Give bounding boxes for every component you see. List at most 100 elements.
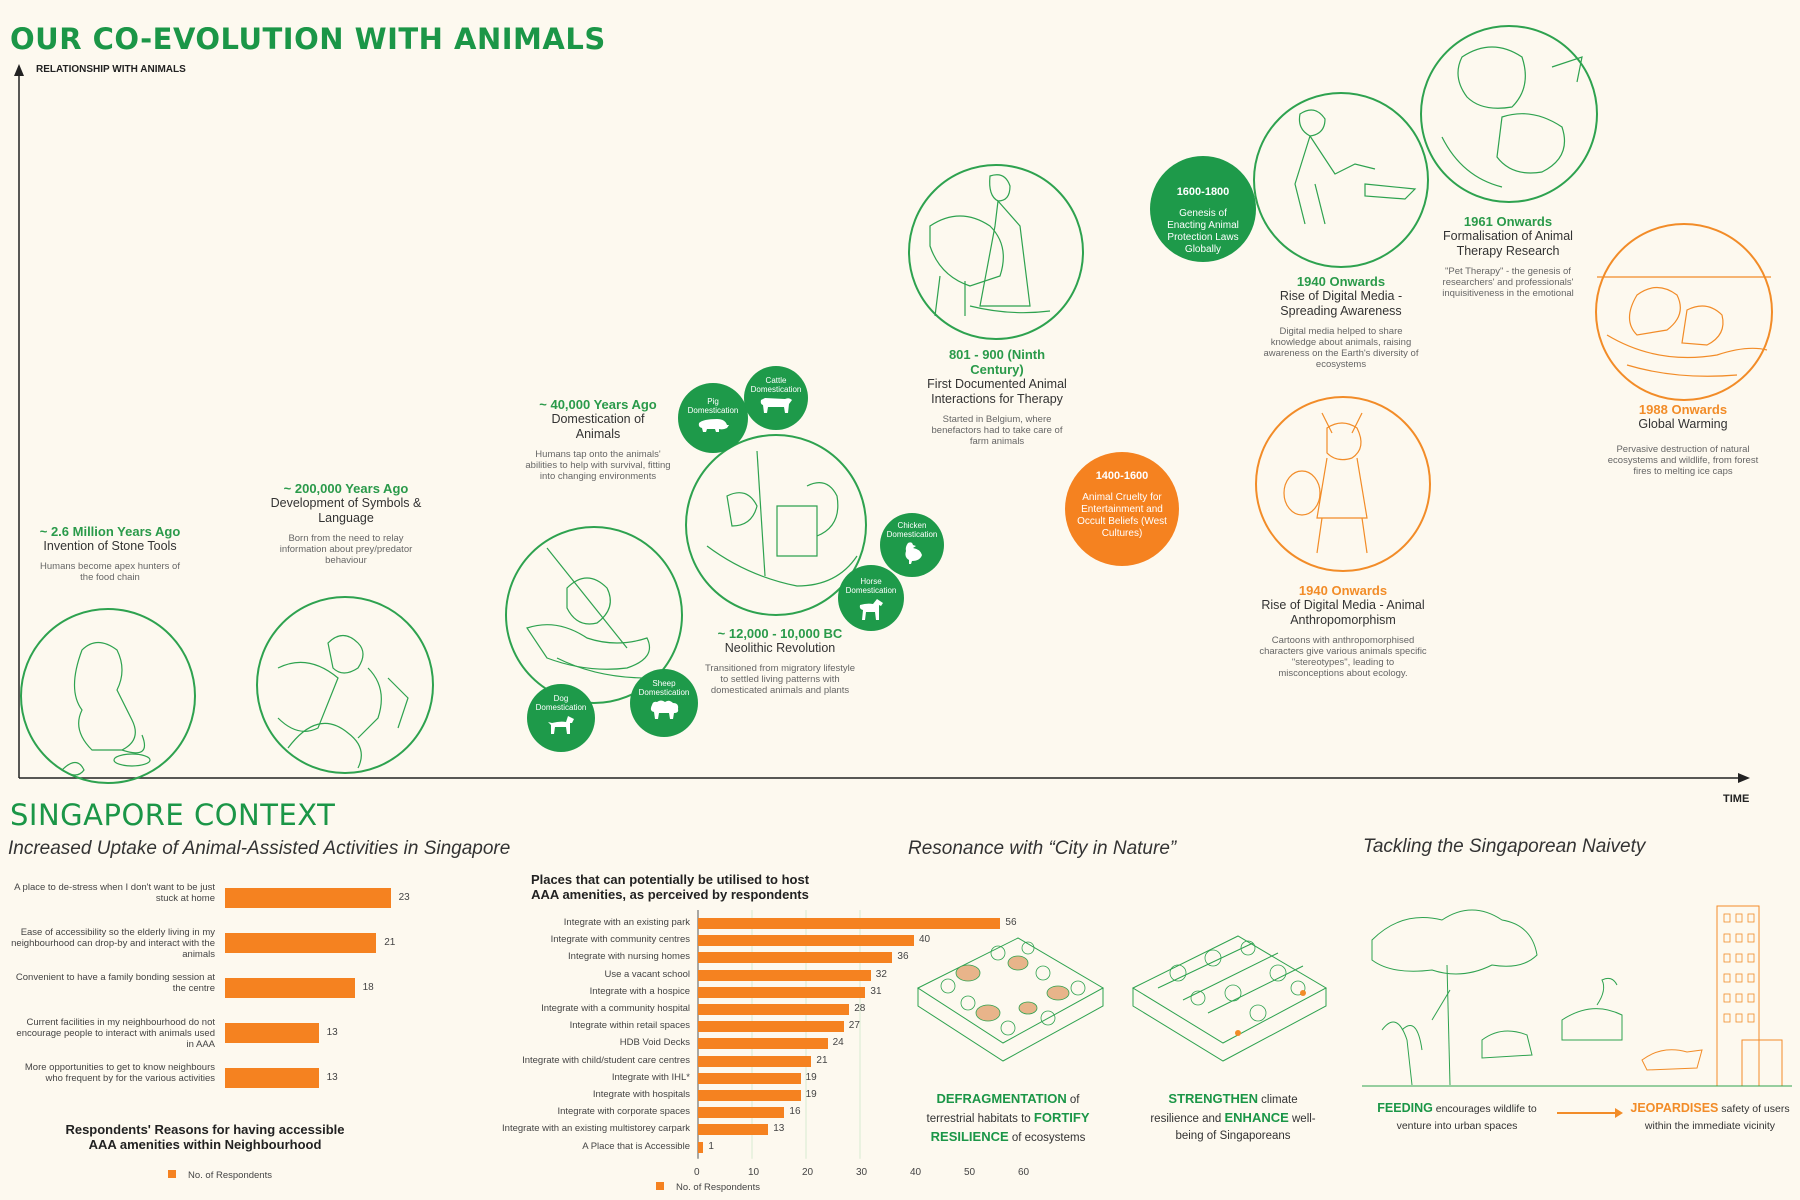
- badge-animal-cruelty-text: Animal Cruelty for Entertainment and Occ…: [1077, 492, 1167, 539]
- jeopardises-keyword: JEOPARDISES: [1630, 1101, 1719, 1115]
- event-ninth-century: 801 - 900 (Ninth Century) First Document…: [915, 347, 1079, 447]
- bar-value-label: 23: [398, 892, 410, 903]
- bar: [225, 978, 355, 998]
- bar-category-label: Integrate with corporate spaces: [557, 1106, 690, 1118]
- event-desc: "Pet Therapy" - the genesis of researche…: [1442, 266, 1574, 299]
- defragmentation-illustration: [916, 937, 1105, 1062]
- cattle-domestication-label: Cattle Domestication: [750, 376, 802, 394]
- bar: [698, 1141, 704, 1153]
- bar: [698, 1090, 801, 1101]
- symbols-language-illustration: [256, 596, 434, 774]
- bar: [225, 888, 391, 908]
- event-title: Formalisation of Animal Therapy Research: [1443, 229, 1573, 258]
- bar-category-label: Integrate with a community hospital: [541, 1003, 690, 1014]
- x-tick-label: 40: [910, 1166, 922, 1178]
- event-desc: Cartoons with anthropomorphised characte…: [1259, 635, 1427, 679]
- event-title: First Documented Animal Interactions for…: [927, 377, 1067, 406]
- event-desc: Born from the need to relay information …: [279, 533, 413, 566]
- event-date: ~ 12,000 - 10,000 BC: [717, 626, 843, 641]
- bar: [698, 1055, 812, 1067]
- bar-value-label: 21: [384, 937, 396, 948]
- bar-value-label: 31: [870, 985, 882, 997]
- chicken-domestication-label: Chicken Domestication: [886, 521, 938, 539]
- jeopardises-text: safety of users within the immediate vic…: [1644, 1103, 1790, 1132]
- bar: [698, 1038, 828, 1050]
- city-in-nature-subtitle: Resonance with “City in Nature”: [908, 838, 1177, 859]
- event-symbols-language: ~ 200,000 Years Ago Development of Symbo…: [266, 481, 426, 566]
- bar-category-label: Integrate with child/student care centre…: [522, 1054, 690, 1066]
- legend-swatch: [168, 1170, 176, 1178]
- bar: [698, 952, 893, 964]
- bar-category-label: A Place that is Accessible: [582, 1140, 690, 1152]
- event-date: ~ 200,000 Years Ago: [283, 481, 409, 496]
- pig-domestication-label: Pig Domestication: [687, 397, 739, 415]
- domestication-illustration: [505, 526, 683, 704]
- feeding-keyword: FEEDING: [1377, 1101, 1433, 1115]
- dog-domestication-badge: Dog Domestication: [527, 684, 595, 752]
- naivety-illustration: [1362, 905, 1792, 1087]
- cause-effect-arrow: [1557, 1108, 1623, 1118]
- bar-category-label: Integrate with nursing homes: [568, 951, 690, 963]
- badge-animal-cruelty: 1400-1600 Animal Cruelty for Entertainme…: [1065, 452, 1179, 566]
- timeline-axes: [14, 64, 1750, 783]
- x-tick-label: 20: [802, 1166, 814, 1178]
- bar: [698, 935, 914, 947]
- event-date: 1940 Onwards: [1298, 583, 1388, 598]
- sheep-icon: [650, 700, 679, 719]
- event-desc: Digital media helped to share knowledge …: [1263, 326, 1419, 370]
- strengthen-illustration: [1131, 935, 1328, 1062]
- bar-value-label: 18: [362, 982, 374, 993]
- global-warming-illustration: [1595, 223, 1773, 401]
- bar-value-label: 32: [875, 968, 887, 980]
- therapy-ninth-century-illustration: [908, 164, 1084, 340]
- places-chart-title: Places that can potentially be utilised …: [530, 872, 810, 902]
- horse-icon: [859, 599, 883, 620]
- x-tick-label: 10: [748, 1166, 760, 1178]
- bar-category-label: More opportunities to get to know neighb…: [24, 1062, 215, 1084]
- bar-value-label: 13: [326, 1027, 338, 1038]
- bar-value-label: 21: [816, 1054, 828, 1066]
- event-stone-tools: ~ 2.6 Million Years Ago Invention of Sto…: [20, 524, 200, 583]
- bar-value-label: 40: [919, 934, 931, 946]
- bar-value-label: 24: [832, 1037, 844, 1049]
- event-title: Global Warming: [1638, 417, 1728, 431]
- legend-swatch: [656, 1182, 664, 1190]
- bar-value-label: 56: [1005, 917, 1017, 928]
- strengthen-text-1: climate resilience and: [1150, 1094, 1298, 1125]
- event-anthropomorphism: 1940 Onwards Rise of Digital Media - Ani…: [1250, 583, 1436, 679]
- horse-domestication-label: Horse Domestication: [845, 577, 897, 595]
- horse-domestication-badge: Horse Domestication: [838, 565, 904, 631]
- chicken-domestication-badge: Chicken Domestication: [880, 513, 944, 577]
- bar-category-label: Integrate with an existing multistorey c…: [502, 1123, 690, 1135]
- bar-category-label: HDB Void Decks: [619, 1037, 690, 1049]
- strengthen-caption: STRENGTHEN climate resilience and ENHANC…: [1148, 1090, 1318, 1145]
- bar: [698, 969, 871, 981]
- strengthen-keyword-1: STRENGTHEN: [1168, 1091, 1258, 1106]
- cattle-domestication-badge: Cattle Domestication: [744, 366, 808, 430]
- defrag-text-2: of ecosystems: [1008, 1132, 1086, 1144]
- bar-category-label: Integrate with an existing park: [563, 917, 690, 928]
- bar-category-label: Integrate within retail spaces: [569, 1020, 690, 1032]
- reasons-chart: A place to de-stress when I don't want t…: [0, 870, 460, 1190]
- event-neolithic: ~ 12,000 - 10,000 BC Neolithic Revolutio…: [698, 626, 862, 696]
- event-title: Neolithic Revolution: [724, 641, 836, 655]
- event-date: ~ 40,000 Years Ago: [539, 397, 657, 412]
- bar: [698, 1021, 844, 1033]
- event-title: Rise of Digital Media - Spreading Awaren…: [1279, 289, 1403, 318]
- bar: [698, 918, 1001, 929]
- feeding-text: encourages wildlife to venture into urba…: [1396, 1103, 1537, 1132]
- event-date: 1988 Onwards: [1638, 402, 1728, 417]
- places-chart: Places that can potentially be utilised …: [440, 870, 1029, 1193]
- bar: [698, 1124, 769, 1136]
- dog-icon: [548, 716, 574, 734]
- naivety-subtitle: Tackling the Singaporean Naivety: [1363, 836, 1646, 857]
- cattle-icon: [760, 398, 792, 413]
- digital-media-awareness-illustration: [1253, 92, 1429, 268]
- badge-animal-cruelty-date: 1400-1600: [1095, 470, 1149, 482]
- x-tick-label: 30: [856, 1166, 868, 1178]
- event-date: 1940 Onwards: [1296, 274, 1386, 289]
- dog-domestication-label: Dog Domestication: [535, 694, 587, 712]
- bar-value-label: 27: [848, 1020, 860, 1032]
- bar: [698, 1072, 801, 1084]
- bar: [698, 1004, 850, 1015]
